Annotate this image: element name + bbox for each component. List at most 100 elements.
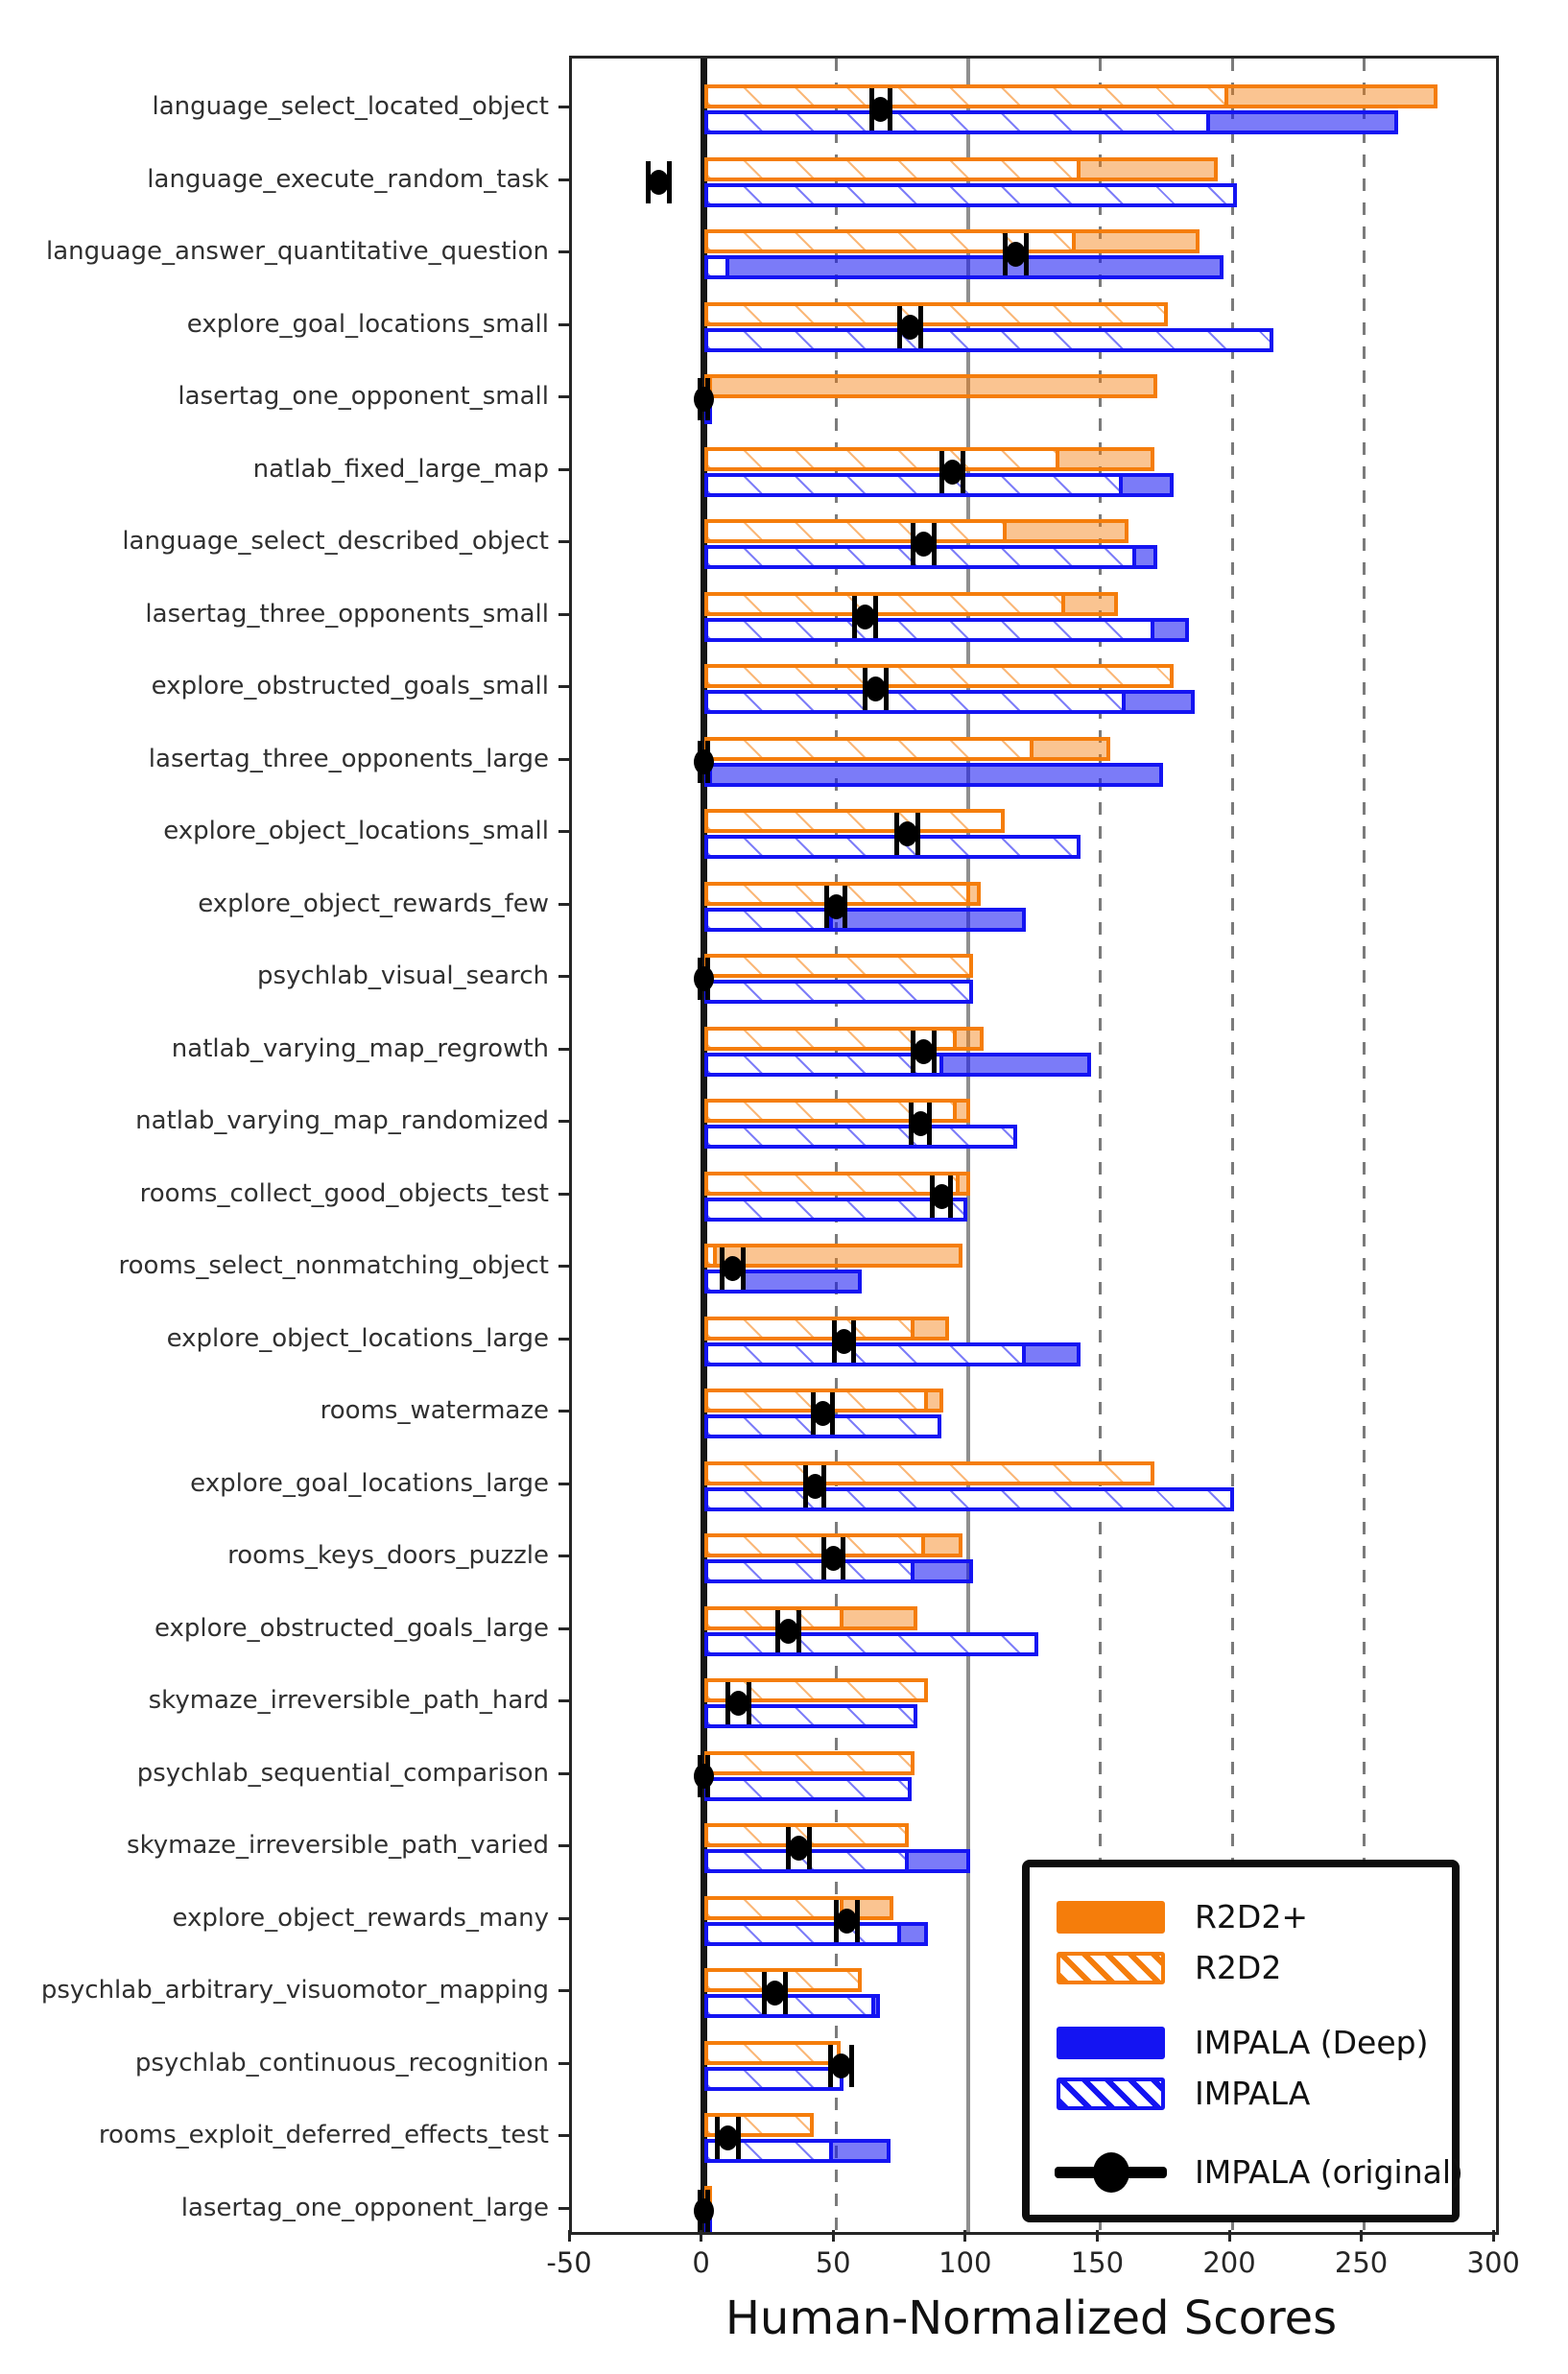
- y-tick-label: explore_object_locations_large: [166, 1323, 549, 1353]
- impala-original-dot: [804, 1473, 825, 1499]
- y-tick-label: rooms_watermaze: [320, 1396, 549, 1425]
- legend-label: IMPALA (original): [1195, 2153, 1463, 2191]
- bar-impala: [703, 1704, 917, 1728]
- bar-impala: [703, 907, 833, 932]
- y-tick-label: explore_object_rewards_few: [198, 889, 549, 918]
- bar-impala: [703, 472, 1124, 497]
- impala-original-dot: [913, 532, 934, 557]
- bar-r2d2: [703, 1605, 843, 1630]
- bar-r2d2: [703, 1026, 958, 1051]
- impala-original-dot: [822, 1546, 843, 1571]
- x-tick: [1227, 2230, 1231, 2242]
- y-tick: [558, 2206, 569, 2210]
- y-tick-label: psychlab_continuous_recognition: [134, 2048, 549, 2077]
- bar-r2d2: [703, 2040, 841, 2065]
- impala-original-dot: [865, 677, 886, 701]
- legend-swatch-hatch-blue: [1057, 2077, 1165, 2110]
- gridline-250: [1363, 59, 1366, 2232]
- bar-r2d2: [703, 519, 1008, 543]
- errorbar-cap-left: [938, 450, 944, 493]
- bar-impala: [703, 327, 1274, 352]
- impala-original-dot: [789, 1836, 810, 1861]
- y-tick-label: psychlab_sequential_comparison: [136, 1758, 549, 1788]
- y-tick-label: rooms_keys_doors_puzzle: [227, 1541, 549, 1570]
- y-tick: [558, 1771, 569, 1775]
- y-tick-label: explore_obstructed_goals_small: [151, 672, 549, 700]
- plot-area: [569, 56, 1499, 2235]
- x-tick: [1360, 2230, 1364, 2242]
- bar-impala: [703, 980, 973, 1004]
- bar-impala: [703, 1776, 913, 1801]
- bar-impala: [703, 1125, 1018, 1149]
- bar-impala: [703, 690, 1127, 714]
- x-tick: [567, 2230, 571, 2242]
- y-tick-label: explore_goal_locations_small: [186, 309, 549, 339]
- bar-r2d2: [703, 1099, 958, 1123]
- gridline-200: [1230, 59, 1234, 2232]
- bar-impala: [703, 835, 1081, 859]
- impala-original-dot: [694, 1763, 715, 1789]
- impala-original-dot: [1005, 242, 1026, 267]
- bar-impala: [703, 1921, 902, 1946]
- y-tick: [558, 178, 569, 181]
- errorbar-cap-right: [746, 1682, 751, 1724]
- errorbar-cap-left: [775, 1609, 781, 1652]
- y-tick: [558, 612, 569, 616]
- errorbar-cap-right: [807, 1827, 813, 1869]
- errorbar-cap-right: [1023, 233, 1029, 275]
- impala-original-dot: [913, 1038, 934, 1064]
- errorbar-cap-right: [796, 1609, 802, 1652]
- impala-original-dot: [812, 1401, 833, 1426]
- impala-original-dot: [897, 821, 917, 846]
- bar-impala: [703, 182, 1237, 207]
- impala-original-dot: [825, 893, 846, 919]
- errorbar-cap-right: [917, 305, 923, 348]
- y-tick-label: natlab_fixed_large_map: [252, 454, 549, 484]
- errorbar-cap-right: [960, 450, 965, 493]
- impala-original-dot: [765, 1981, 786, 2006]
- errorbar-cap-left: [1002, 233, 1008, 275]
- y-tick: [558, 830, 569, 833]
- errorbar-cap-right: [915, 813, 920, 855]
- y-tick-label: explore_object_locations_small: [163, 817, 549, 845]
- y-tick-label: natlab_varying_map_regrowth: [171, 1033, 549, 1063]
- y-tick: [558, 1844, 569, 1847]
- legend-label: IMPALA: [1195, 2075, 1311, 2112]
- x-tick: [831, 2230, 835, 2242]
- y-tick: [558, 685, 569, 688]
- errorbar-cap-right: [872, 595, 878, 638]
- y-tick-label: language_execute_random_task: [147, 164, 549, 194]
- bar-impala-deep: [703, 762, 1163, 787]
- x-tick-label: 300: [1466, 2246, 1520, 2279]
- errorbar-cap-left: [896, 305, 902, 348]
- y-tick: [558, 1555, 569, 1557]
- y-tick-label: psychlab_visual_search: [256, 961, 549, 990]
- y-tick-label: skymaze_irreversible_path_hard: [148, 1686, 549, 1715]
- impala-original-dot: [694, 2197, 715, 2223]
- impala-original-dot: [727, 1691, 748, 1716]
- legend: R2D2+ R2D2 IMPALA (Deep) IMPALA IMPALA (orig…: [1022, 1860, 1463, 2222]
- y-tick: [558, 1120, 569, 1123]
- x-tick-label: 0: [692, 2246, 710, 2279]
- y-tick: [558, 1916, 569, 1920]
- bar-impala: [703, 1486, 1234, 1511]
- x-tick-label: 50: [815, 2246, 851, 2279]
- impala-original-dot: [836, 1908, 857, 1934]
- y-tick: [558, 1047, 569, 1051]
- y-tick-label: lasertag_one_opponent_small: [178, 382, 549, 411]
- y-tick: [558, 1192, 569, 1196]
- bar-r2d2-plus: [703, 1244, 962, 1268]
- y-tick: [558, 540, 569, 543]
- x-tick-label: 250: [1334, 2246, 1389, 2279]
- bar-r2d2: [703, 1316, 915, 1341]
- impala-original-dot: [833, 1328, 854, 1354]
- y-tick: [558, 250, 569, 253]
- impala-original-dot: [694, 966, 715, 991]
- y-tick: [558, 395, 569, 398]
- impala-original-dot: [723, 1256, 744, 1281]
- bar-r2d2: [703, 1895, 843, 1920]
- bar-r2d2: [703, 1750, 915, 1775]
- bar-impala: [703, 1341, 1026, 1366]
- x-tick-label: 150: [1070, 2246, 1125, 2279]
- x-tick-label: 200: [1202, 2246, 1256, 2279]
